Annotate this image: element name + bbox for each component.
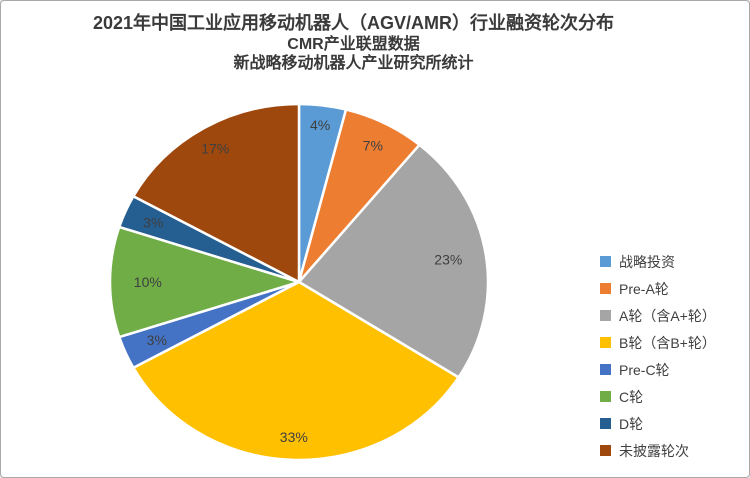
pie-label-7: 17% — [201, 141, 229, 157]
legend-item-strategic-investment: 战略投资 — [600, 248, 716, 275]
legend-swatch-icon — [600, 418, 611, 429]
legend-item-pre-c-round: Pre-C轮 — [600, 356, 716, 383]
legend-item-d-round: D轮 — [600, 410, 716, 437]
legend-swatch-icon — [600, 337, 611, 348]
legend-swatch-icon — [600, 391, 611, 402]
legend-swatch-icon — [600, 256, 611, 267]
pie-label-0: 4% — [310, 117, 330, 133]
legend-label: 战略投资 — [619, 253, 675, 270]
pie-slice-7 — [132, 102, 301, 284]
pie-label-2: 23% — [434, 252, 462, 268]
legend-label: C轮 — [619, 388, 644, 405]
legend-label: D轮 — [619, 415, 644, 432]
chart-subtitle-institute: 新战略移动机器人产业研究所统计 — [233, 55, 474, 72]
legend-label: B轮（含B+轮） — [619, 334, 716, 351]
pie-slice-2 — [297, 143, 490, 379]
legend-label: Pre-C轮 — [619, 361, 670, 378]
legend-swatch-icon — [600, 445, 611, 456]
pie-slice-5 — [108, 225, 301, 339]
legend-item-pre-a-round: Pre-A轮 — [600, 275, 716, 302]
pie-label-3: 33% — [280, 429, 308, 445]
legend-label: 未披露轮次 — [619, 442, 689, 459]
legend-label: A轮（含A+轮） — [619, 307, 716, 324]
legend-item-c-round: C轮 — [600, 383, 716, 410]
chart-title: 2021年中国工业应用移动机器人（AGV/AMR）行业融资轮次分布 — [92, 13, 615, 33]
pie-label-1: 7% — [363, 138, 383, 154]
pie-label-4: 3% — [147, 332, 167, 348]
legend-label: Pre-A轮 — [619, 280, 669, 297]
chart-legend: 战略投资 Pre-A轮 A轮（含A+轮） B轮（含B+轮） Pre-C轮 C轮 … — [600, 248, 716, 464]
legend-swatch-icon — [600, 364, 611, 375]
legend-item-undisclosed-round: 未披露轮次 — [600, 437, 716, 464]
legend-swatch-icon — [600, 283, 611, 294]
pie-label-6: 3% — [143, 215, 163, 231]
legend-swatch-icon — [600, 310, 611, 321]
pie-label-5: 10% — [134, 274, 162, 290]
chart-subtitle-source: CMR产业联盟数据 — [287, 36, 420, 53]
chart-title-block: 2021年中国工业应用移动机器人（AGV/AMR）行业融资轮次分布 CMR产业联… — [1, 11, 706, 73]
legend-item-b-round: B轮（含B+轮） — [600, 329, 716, 356]
legend-item-a-round: A轮（含A+轮） — [600, 302, 716, 329]
